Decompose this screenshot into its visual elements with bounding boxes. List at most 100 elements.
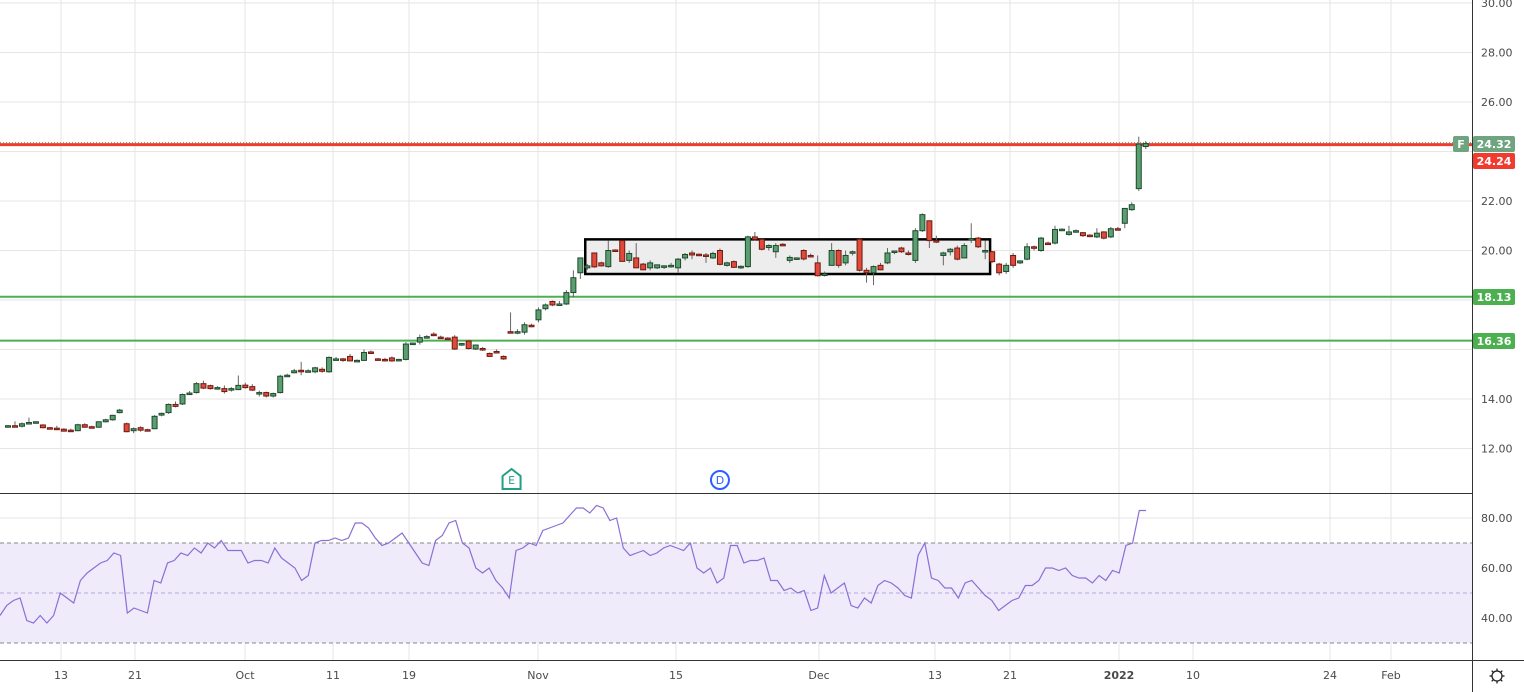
time-tick-label: 13 — [928, 669, 942, 682]
candle — [333, 356, 340, 361]
support-price-tag-bg — [1473, 289, 1515, 305]
candle — [228, 387, 235, 392]
candle-body-down — [800, 250, 807, 260]
candle — [1100, 231, 1107, 240]
dividend-marker[interactable]: D — [709, 470, 730, 490]
candle-body-up — [326, 356, 333, 373]
candle-body-down — [835, 250, 842, 266]
candle-body-down — [374, 358, 381, 361]
candle-body-up — [423, 336, 430, 339]
candle — [60, 428, 67, 432]
candle-body-up — [891, 250, 898, 253]
candle-body-down — [500, 355, 507, 360]
candle-body-up — [179, 394, 186, 405]
candle — [458, 343, 465, 347]
candle — [961, 243, 968, 259]
candle — [989, 250, 996, 263]
candle — [18, 422, 25, 428]
candle-body-up — [235, 384, 242, 391]
candle-body-down — [444, 337, 451, 341]
candle — [870, 265, 877, 286]
candle — [207, 384, 214, 390]
candle-body-up — [291, 370, 298, 374]
candle — [633, 243, 640, 269]
earnings-marker[interactable]: E — [501, 467, 522, 490]
price-tick-label: 14.00 — [1481, 393, 1513, 406]
horizontal-lines[interactable] — [0, 142, 1472, 342]
candle — [179, 393, 186, 405]
candle-body-down — [863, 269, 870, 274]
candle-body-up — [919, 214, 926, 232]
candle-body-down — [898, 247, 905, 253]
candle-body-up — [514, 331, 521, 334]
support-price-tag-bg — [1473, 333, 1515, 349]
candle — [898, 246, 905, 253]
candle-body-down — [381, 358, 388, 362]
candle-body-down — [507, 331, 514, 334]
candle — [507, 312, 514, 334]
time-tick-label: 10 — [1186, 669, 1200, 682]
rsi-tick-label: 40.00 — [1481, 612, 1513, 625]
candle — [877, 262, 884, 271]
price-tick-label: 20.00 — [1481, 245, 1513, 258]
candle — [360, 349, 367, 361]
candle-body-up — [765, 245, 772, 249]
rsi-tick-label: 80.00 — [1481, 512, 1513, 525]
candle — [486, 352, 493, 357]
rsi-levels — [0, 542, 1472, 644]
candle — [67, 428, 74, 433]
support-price-tag: 16.36 — [1477, 335, 1512, 348]
support-price-tag: 18.13 — [1477, 291, 1512, 304]
time-tick-label: 15 — [669, 669, 683, 682]
candle — [200, 380, 207, 390]
candle — [926, 220, 933, 249]
rsi-axis[interactable]: 80.00 60.00 40.00 — [1481, 512, 1513, 625]
candle — [263, 391, 270, 398]
candle — [186, 391, 193, 396]
candle — [682, 252, 689, 261]
candle-body-down — [388, 357, 395, 362]
candle-body-down — [598, 262, 605, 267]
time-tick-label: 24 — [1323, 669, 1337, 682]
candle — [849, 250, 856, 256]
candle — [689, 250, 696, 260]
candle — [723, 261, 730, 267]
candle-body-up — [870, 266, 877, 274]
candle-body-up — [961, 245, 968, 259]
candle — [312, 366, 319, 374]
candle — [863, 267, 870, 283]
price-tick-label: 12.00 — [1481, 443, 1513, 456]
candle-body-down — [612, 249, 619, 253]
candle — [109, 414, 116, 421]
price-axis[interactable]: 30.00 28.00 26.00 22.00 20.00 14.00 12.00 — [1481, 0, 1513, 456]
candle — [81, 423, 88, 428]
candle — [256, 390, 263, 397]
candle-body-up — [32, 421, 39, 424]
candle-body-up — [312, 367, 319, 373]
settings-gear-icon[interactable] — [1489, 668, 1505, 684]
candle — [640, 262, 647, 271]
candle-body-down — [298, 369, 305, 373]
candle — [821, 271, 828, 277]
candle-body-down — [67, 429, 74, 433]
gear-tooth — [1491, 679, 1494, 682]
candle — [954, 245, 961, 261]
candle-body-down — [528, 324, 535, 328]
earnings-icon — [501, 467, 522, 490]
candle-body-up — [256, 392, 263, 395]
candle-body-down — [779, 243, 786, 247]
candle-body-up — [305, 370, 312, 373]
candle — [347, 353, 354, 362]
candle-body-up — [193, 383, 200, 394]
candle — [270, 392, 277, 398]
candle-body-down — [200, 383, 207, 389]
candle-body-up — [395, 358, 402, 362]
time-axis[interactable]: 13 21 Oct 11 19 Nov 15 Dec 13 21 2022 10 24 Feb — [54, 669, 1401, 682]
candle-body-up — [535, 309, 542, 321]
candle-body-down — [11, 425, 18, 428]
candle-body-up — [668, 264, 675, 268]
candle — [340, 357, 347, 362]
candle-body-up — [1107, 228, 1114, 238]
